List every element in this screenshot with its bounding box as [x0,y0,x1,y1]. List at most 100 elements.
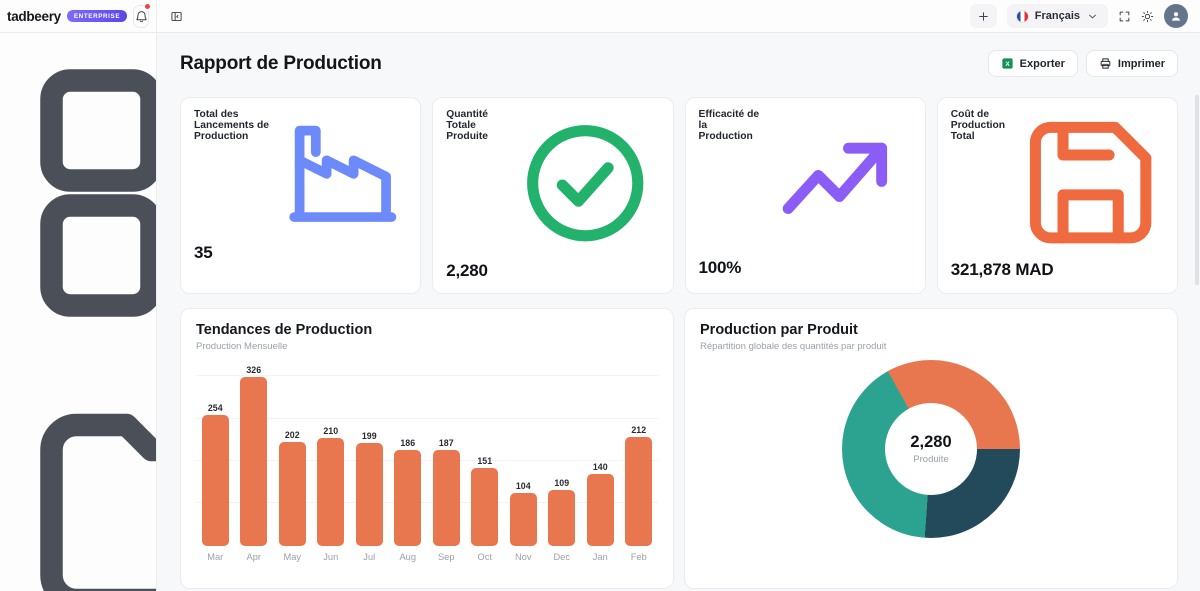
donut-center: 2,280 Produite [885,403,977,496]
production-by-product-card: Production par Produit Répartition globa… [684,308,1178,590]
bar-chart-plot: 254 Mar 326 Apr 202 May 210 Jun 199 Jul 186 Aug 187 S… [196,364,658,564]
bar-nov[interactable]: 104 Nov [504,364,543,564]
production-trends-card: Tendances de Production Production Mensu… [180,308,674,590]
bar-month-label: Nov [514,552,532,563]
bar-month-label: Jul [363,552,376,563]
notification-dot [144,2,151,10]
excel-icon: X [1001,57,1014,70]
main-content: Rapport de Production X Exporter Imprime… [157,33,1200,591]
bar-dec[interactable]: 109 Dec [543,364,582,564]
stat-label: Efficacité de la Production [698,109,760,142]
bar-jan[interactable]: 140 Jan [581,364,620,564]
bar-month-label: Apr [246,552,261,563]
bar-jun[interactable]: 210 Jun [312,364,351,564]
bar[interactable] [586,473,614,547]
bar-jul[interactable]: 199 Jul [350,364,389,564]
bar-chart-subtitle: Production Mensuelle [196,341,288,353]
bar-value-label: 151 [477,456,493,467]
bar-value-label: 254 [207,402,223,413]
bar[interactable] [394,450,422,547]
fullscreen-button[interactable] [1118,10,1131,23]
topbar-controls: Français [969,4,1188,28]
bar-month-label: Sep [437,552,455,563]
stat-value: 35 [194,242,213,262]
bar-value-label: 109 [554,477,570,488]
user-icon [1169,9,1183,23]
stat-card-cout-de-production-total: Coût de Production Total 321,878 MAD [936,97,1178,295]
bar-value-label: 326 [246,365,262,376]
bar-value-label: 202 [284,429,300,440]
user-avatar[interactable] [1164,4,1188,28]
stat-label: Quantité Totale Produite [446,109,489,142]
trend-up-icon [767,109,912,254]
bar-month-label: May [283,552,302,563]
bar[interactable] [625,436,653,547]
bar[interactable] [355,443,383,547]
bar-value-label: 140 [592,461,608,472]
stat-card-efficacite-de-la-production: Efficacité de la Production 100% [684,97,926,295]
print-label: Imprimer [1117,57,1165,70]
bar-value-label: 104 [515,480,531,491]
bar-may[interactable]: 202 May [273,364,312,564]
dashboard-icon [14,43,156,343]
language-label: Français [1034,10,1080,22]
stat-card-quantite-totale-produite: Quantité Totale Produite 2,280 [432,97,674,295]
bar[interactable] [432,449,460,547]
bar-feb[interactable]: 212 Feb [620,364,659,564]
panel-left-icon [170,10,183,23]
enterprise-badge: ENTERPRISE [66,10,128,22]
bar[interactable] [201,414,229,547]
scrollbar[interactable] [1195,95,1199,285]
donut-center-label: Produite [913,454,949,466]
stat-value: 321,878 MAD [950,260,1054,280]
bar[interactable] [471,468,499,547]
bar-apr[interactable]: 326 Apr [235,364,274,564]
donut-chart-subtitle: Répartition globale des quantités par pr… [700,341,887,353]
chevron-down-icon [1086,10,1099,23]
save-icon [1017,109,1164,256]
plus-icon [977,10,990,23]
bar-value-label: 199 [361,431,377,442]
bar-sep[interactable]: 187 Sep [427,364,466,564]
bar-value-label: 187 [438,437,454,448]
bar-chart-title: Tendances de Production [196,322,373,339]
factory-icon [278,109,408,239]
language-selector[interactable]: Français [1006,4,1108,28]
bar-month-label: Feb [630,552,647,563]
stat-label: Total des Lancements de Production [194,109,269,142]
printer-icon [1099,57,1112,70]
bar-month-label: Jun [323,552,339,563]
french-flag-icon [1015,9,1029,23]
bar[interactable] [240,377,268,547]
bar-oct[interactable]: 151 Oct [466,364,505,564]
bar-mar[interactable]: 254 Mar [196,364,235,564]
bar-aug[interactable]: 186 Aug [389,364,428,564]
stat-card-total-des-lancements-de-production: Total des Lancements de Production 35 [180,97,422,295]
donut-chart[interactable]: 2,280 Produite [842,360,1020,539]
sidebar-header: tadbeery ENTERPRISE [0,0,157,33]
add-button[interactable] [969,4,997,28]
bar[interactable] [278,441,306,547]
bar[interactable] [509,492,537,547]
folder-icon [14,350,156,591]
print-button[interactable]: Imprimer [1085,50,1178,77]
sidebar-item-mes-documents[interactable]: Mes Documents [6,347,156,591]
bar-month-label: Aug [399,552,417,563]
svg-text:X: X [1005,61,1010,68]
bar[interactable] [548,489,576,547]
bar-month-label: Dec [553,552,571,563]
bar-value-label: 210 [323,425,339,436]
export-button[interactable]: X Exporter [987,50,1078,77]
expand-icon [1118,10,1131,23]
sidebar-item-tableau-de-bord[interactable]: Tableau de bord [6,40,156,346]
notifications-button[interactable] [133,2,151,28]
stat-cards-row: Total des Lancements de Production 35 Quan… [180,97,1178,295]
theme-toggle-button[interactable] [1141,10,1154,23]
export-label: Exporter [1019,57,1065,70]
sidebar-toggle-button[interactable] [170,10,183,23]
donut-chart-title: Production par Produit [700,322,858,339]
donut-center-value: 2,280 [910,433,952,452]
bar[interactable] [317,437,345,547]
stat-value: 2,280 [446,261,488,281]
